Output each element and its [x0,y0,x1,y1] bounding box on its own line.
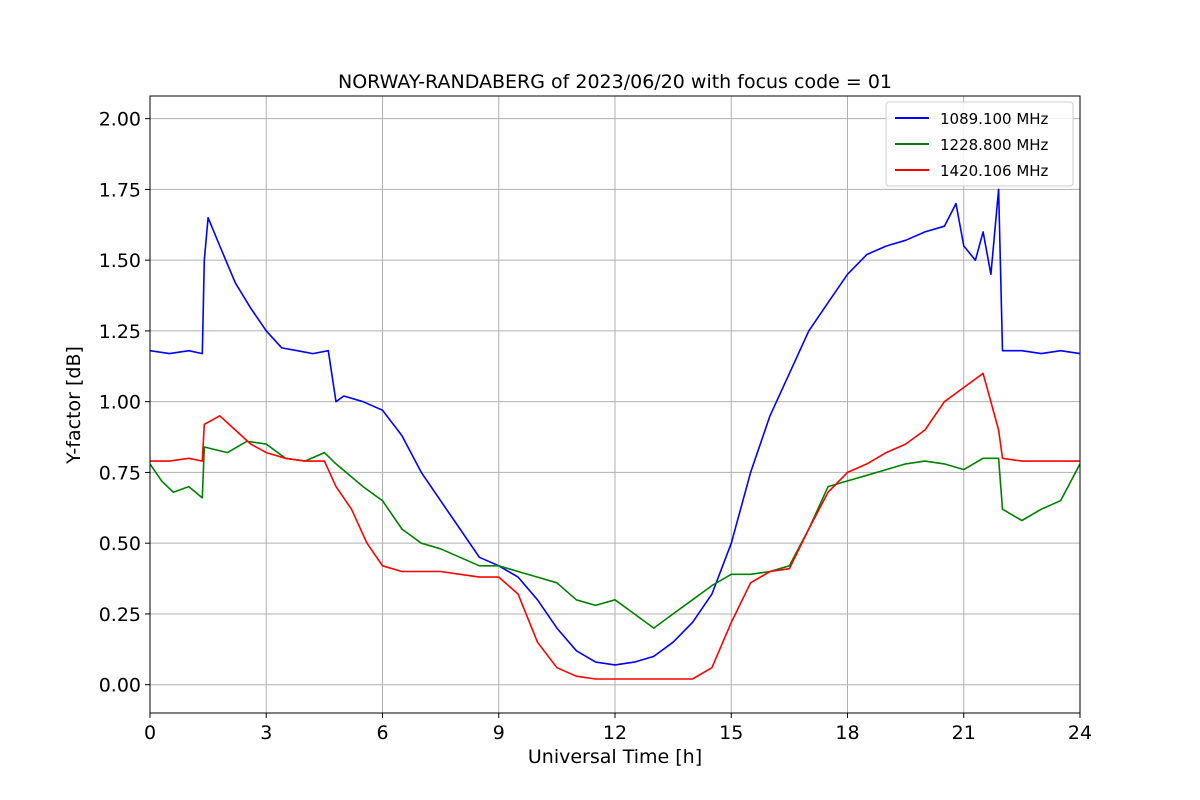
x-tick-label: 21 [952,722,976,744]
x-tick-label: 3 [260,722,272,744]
plot-area [150,188,1080,680]
x-tick-label: 24 [1068,722,1092,744]
x-tick-label: 15 [719,722,743,744]
series-group [150,188,1080,680]
x-tick-label: 12 [603,722,627,744]
x-axis: 0 3 6 9 12 15 18 21 24 [144,713,1092,744]
x-tick-label: 0 [144,722,156,744]
y-tick-label: 0.25 [99,604,141,626]
legend-box [885,101,1074,187]
legend-label: 1420.106 MHz [940,162,1049,180]
x-axis-label: Universal Time [h] [528,746,702,768]
series-line-2 [150,440,1080,629]
y-tick-label: 2.00 [99,109,141,131]
legend-label: 1089.100 MHz [940,110,1049,128]
series-line-1 [150,188,1080,666]
y-axis-label: Y-factor [dB] [63,346,85,465]
grid [149,96,1081,713]
y-tick-label: 1.00 [99,392,141,414]
y-tick-label: 0.75 [99,462,141,484]
y-tick-label: 1.75 [99,179,141,201]
y-tick-label: 1.25 [99,321,141,343]
x-tick-label: 6 [376,722,388,744]
legend-label: 1228.800 MHz [940,136,1049,154]
legend: 1089.100 MHz 1228.800 MHz 1420.106 MHz [885,101,1074,187]
series-line-3 [150,372,1080,680]
y-tick-label: 1.50 [99,250,141,272]
y-tick-label: 0.00 [99,675,141,697]
y-axis: 0.00 0.25 0.50 0.75 1.00 1.25 1.50 1.75 2.00 [99,109,150,697]
x-tick-label: 9 [493,722,505,744]
x-tick-label: 18 [835,722,859,744]
y-tick-label: 0.50 [99,533,141,555]
chart-title: NORWAY-RANDABERG of 2023/06/20 with focu… [338,71,892,93]
